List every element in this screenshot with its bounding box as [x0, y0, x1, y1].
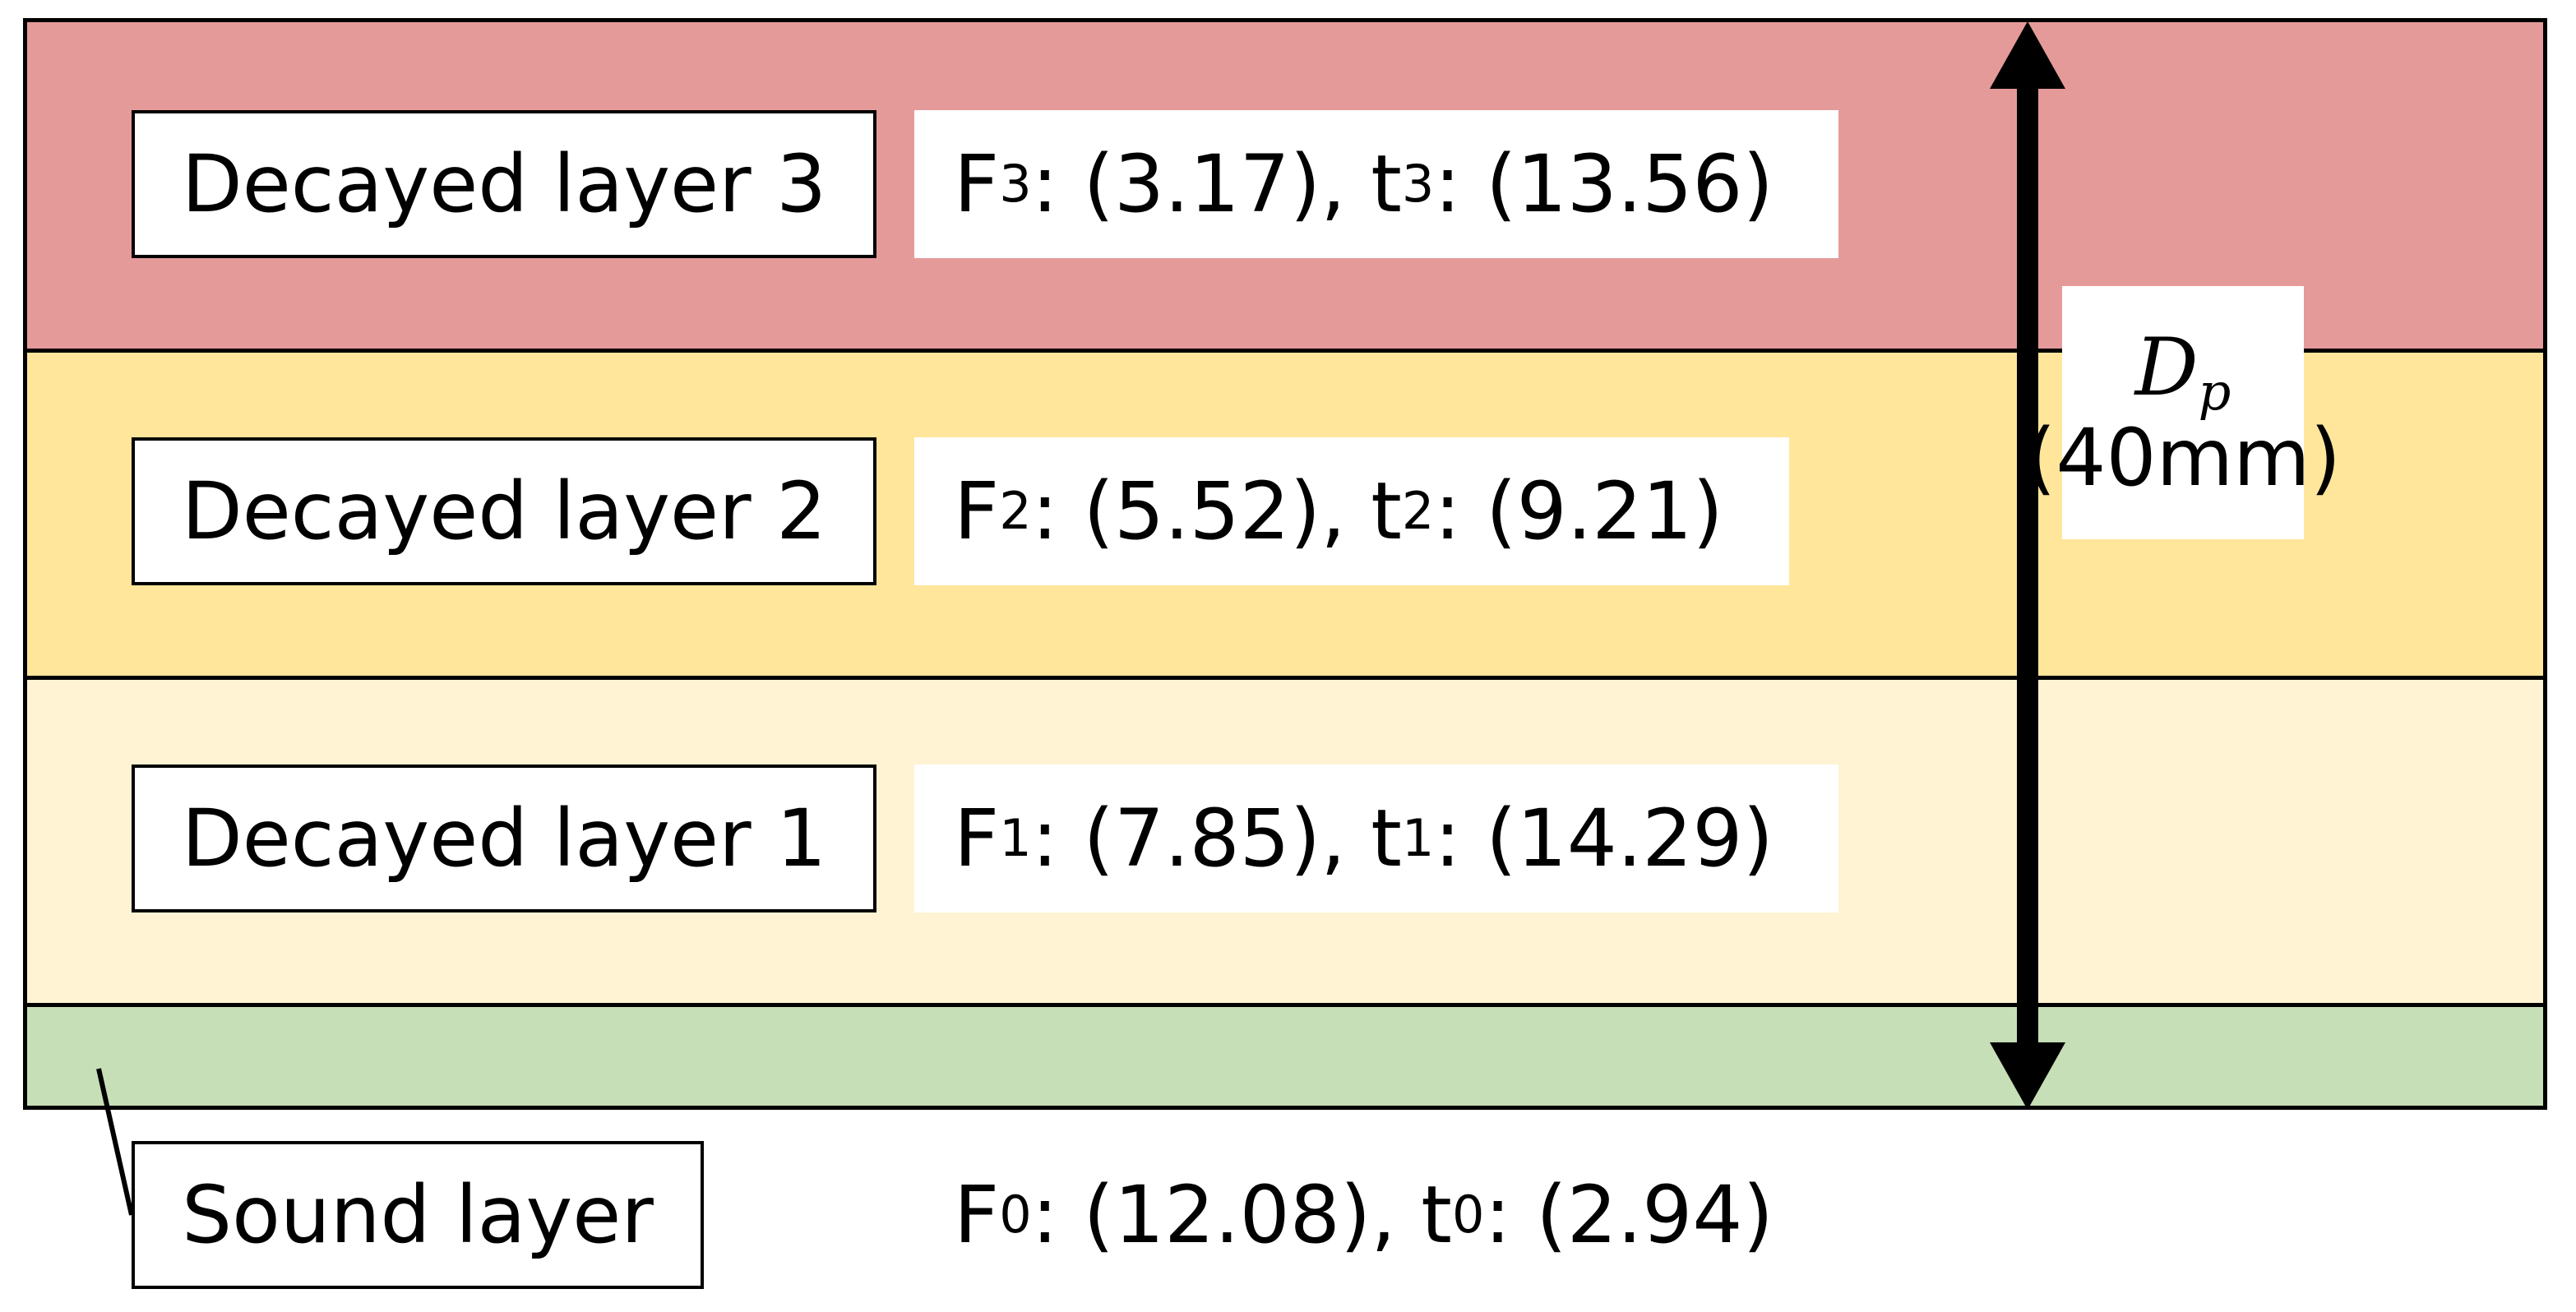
depth-arrow-bottom-head	[1990, 1042, 2065, 1110]
t-value: : (2.94)	[1484, 1169, 1774, 1261]
depth-symbol-main: D	[2134, 321, 2199, 413]
depth-symbol-subscript: p	[2198, 361, 2231, 422]
sound-layer-band	[23, 1003, 2547, 1110]
f-value: : (5.52), t	[1031, 465, 1402, 557]
f-value: : (3.17), t	[1031, 138, 1402, 230]
sound-layer-label-text: Sound layer	[182, 1169, 654, 1261]
depth-value: (40mm)	[2024, 412, 2342, 504]
f-value: : (12.08), t	[1031, 1169, 1452, 1261]
f-value: : (7.85), t	[1031, 792, 1402, 885]
f-symbol: F	[954, 465, 1000, 557]
t-value: : (13.56)	[1434, 138, 1774, 230]
decayed-layer-3-label-text: Decayed layer 3	[181, 138, 827, 230]
depth-symbol: Dp	[2134, 321, 2231, 417]
decayed-layer-1-label-text: Decayed layer 1	[181, 792, 827, 885]
f-symbol: F	[954, 792, 1000, 885]
t-value: : (9.21)	[1434, 465, 1723, 557]
decayed-layer-1-label: Decayed layer 1	[132, 765, 876, 912]
decayed-layer-2-label-text: Decayed layer 2	[181, 465, 827, 557]
t-value: : (14.29)	[1434, 792, 1774, 885]
f-symbol: F	[954, 138, 1000, 230]
depth-arrow-top-head	[1990, 21, 2065, 89]
sound-layer-label: Sound layer	[132, 1141, 704, 1289]
callout-leader-line-icon	[96, 1068, 134, 1216]
depth-label: Dp (40mm)	[2025, 286, 2341, 539]
f-symbol: F	[954, 1169, 1000, 1261]
decayed-layer-2-label: Decayed layer 2	[132, 437, 876, 585]
double-headed-vertical-arrow-icon	[1990, 21, 2065, 1110]
decayed-layer-3-label: Decayed layer 3	[132, 110, 876, 258]
